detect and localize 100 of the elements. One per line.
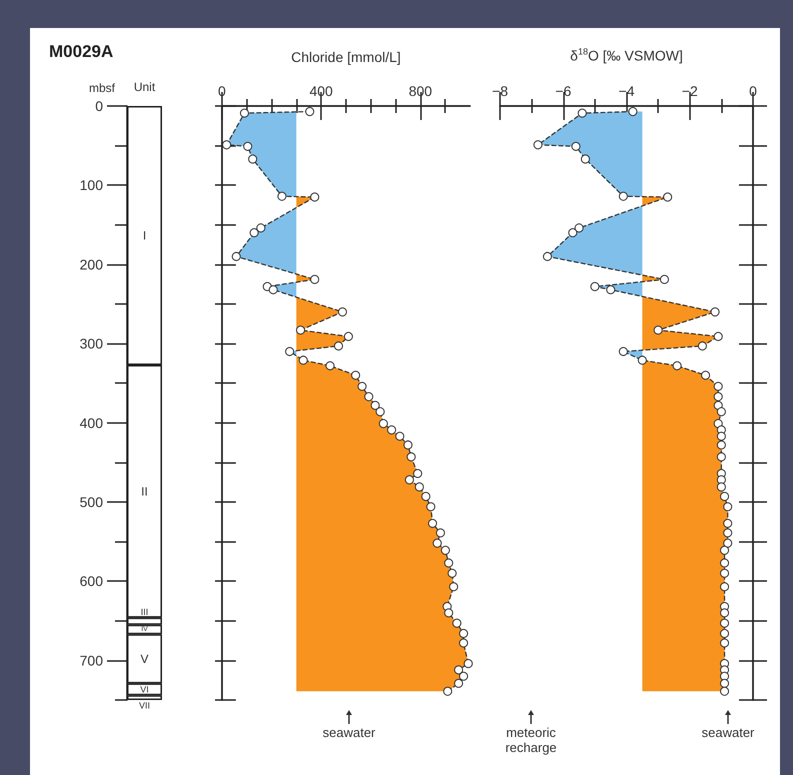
point bbox=[452, 618, 462, 628]
point bbox=[533, 140, 542, 150]
point bbox=[414, 482, 424, 492]
y-tick-label: 400 bbox=[80, 414, 104, 431]
point bbox=[698, 341, 707, 350]
point bbox=[720, 672, 730, 681]
point bbox=[720, 492, 730, 501]
x-tick-label: 400 bbox=[309, 83, 334, 99]
point bbox=[654, 326, 663, 335]
point bbox=[406, 452, 416, 462]
y-tick-label: 100 bbox=[80, 177, 104, 194]
y-tick-label: 200 bbox=[80, 256, 104, 272]
point bbox=[716, 432, 726, 441]
x-tick-label: 0 bbox=[749, 83, 758, 99]
point bbox=[310, 274, 320, 284]
point bbox=[334, 341, 344, 350]
point bbox=[638, 356, 647, 365]
point bbox=[464, 659, 473, 668]
point bbox=[454, 678, 464, 688]
point bbox=[542, 252, 552, 261]
legend-label: V bbox=[140, 652, 149, 666]
point bbox=[723, 538, 732, 548]
point bbox=[714, 382, 723, 391]
x-tick-label: 800 bbox=[408, 83, 432, 99]
point bbox=[723, 518, 732, 528]
point bbox=[714, 332, 723, 341]
series-label: I bbox=[142, 228, 146, 242]
point bbox=[571, 142, 580, 151]
point bbox=[351, 370, 360, 380]
point bbox=[720, 558, 730, 568]
point bbox=[720, 582, 730, 592]
point bbox=[444, 608, 454, 618]
point bbox=[720, 568, 730, 578]
y-tick-label: 500 bbox=[80, 494, 104, 510]
x-axis-title: Chloride [mmol/L] bbox=[291, 49, 401, 65]
point bbox=[428, 518, 438, 528]
point bbox=[326, 361, 335, 370]
y-tick-label: 0 bbox=[95, 98, 104, 114]
point bbox=[454, 665, 464, 674]
point bbox=[660, 274, 669, 284]
chart-title: M0029A bbox=[49, 42, 114, 61]
point bbox=[574, 223, 584, 232]
point bbox=[440, 546, 450, 555]
point bbox=[421, 492, 430, 501]
point bbox=[714, 419, 723, 428]
point bbox=[436, 528, 445, 538]
point bbox=[243, 142, 252, 151]
series-label: VI bbox=[140, 684, 149, 694]
point bbox=[222, 140, 232, 150]
point bbox=[720, 546, 730, 555]
point bbox=[590, 282, 600, 292]
point bbox=[413, 468, 422, 478]
y-tick-label: 700 bbox=[80, 652, 104, 668]
point bbox=[716, 440, 726, 450]
x-tick-label: −2 bbox=[682, 83, 698, 99]
point bbox=[378, 419, 388, 428]
point bbox=[426, 502, 436, 512]
point bbox=[256, 223, 266, 232]
point bbox=[376, 407, 385, 416]
point bbox=[268, 285, 278, 294]
point bbox=[716, 452, 726, 462]
point bbox=[370, 400, 380, 410]
point bbox=[240, 108, 249, 118]
point bbox=[387, 425, 396, 434]
point bbox=[663, 192, 672, 202]
point bbox=[606, 285, 616, 294]
point bbox=[232, 252, 241, 261]
point bbox=[672, 361, 682, 370]
point bbox=[716, 407, 726, 416]
x-tick-label: 0 bbox=[218, 83, 226, 99]
point bbox=[305, 107, 314, 116]
x-tick-label: −8 bbox=[492, 83, 508, 99]
point bbox=[338, 307, 347, 316]
point bbox=[628, 107, 638, 116]
point bbox=[459, 638, 468, 648]
y-tick-label: 300 bbox=[80, 336, 104, 352]
point bbox=[403, 440, 412, 450]
point bbox=[358, 382, 367, 391]
point bbox=[432, 538, 442, 548]
point bbox=[716, 482, 726, 492]
point bbox=[618, 347, 628, 356]
point bbox=[720, 628, 730, 638]
point bbox=[720, 608, 730, 618]
point bbox=[720, 638, 730, 648]
point bbox=[344, 332, 353, 341]
point bbox=[395, 432, 404, 441]
point bbox=[701, 370, 710, 380]
text: seawater bbox=[322, 725, 376, 740]
point bbox=[296, 326, 306, 335]
point bbox=[580, 154, 590, 164]
point bbox=[364, 392, 374, 402]
series-label: II bbox=[141, 484, 148, 498]
point bbox=[449, 582, 458, 592]
point bbox=[720, 678, 730, 688]
point bbox=[710, 307, 720, 316]
point bbox=[459, 628, 468, 638]
x-axis-title: Unit bbox=[134, 80, 156, 94]
point bbox=[459, 672, 468, 681]
point bbox=[716, 475, 726, 484]
point bbox=[277, 192, 286, 201]
